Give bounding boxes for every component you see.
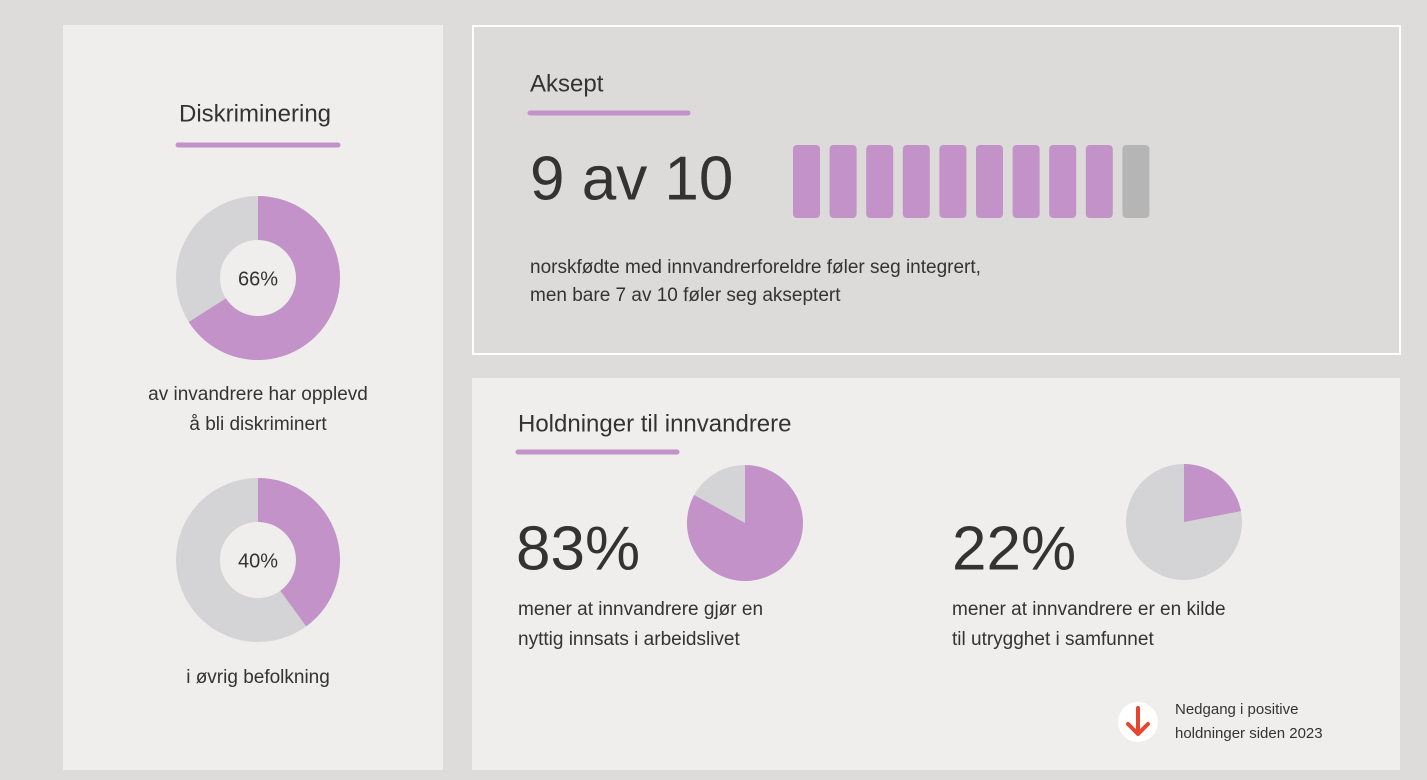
pictogram-bar bbox=[866, 145, 894, 218]
pie-segment bbox=[1184, 464, 1241, 522]
pictogram-bar bbox=[1012, 145, 1040, 218]
caption: å bli diskriminert bbox=[189, 414, 327, 435]
pictogram-bar bbox=[1085, 145, 1113, 218]
pictogram-bar bbox=[939, 145, 967, 218]
note-text: Nedgang i positive bbox=[1175, 701, 1298, 718]
section-title: Diskriminering bbox=[179, 100, 331, 127]
pictogram-bar bbox=[902, 145, 930, 218]
pie-value-label: 83% bbox=[516, 514, 640, 583]
donut-segment bbox=[258, 478, 341, 627]
caption: norskfødte med innvandrerforeldre føler … bbox=[530, 257, 981, 278]
donut-segment bbox=[188, 196, 340, 361]
pictogram-value-label: 9 av 10 bbox=[530, 144, 733, 213]
pictogram-bar bbox=[829, 145, 857, 218]
caption: i øvrig befolkning bbox=[186, 667, 330, 688]
caption: nyttig innsats i arbeidslivet bbox=[518, 629, 740, 650]
caption: mener at innvandrere er en kilde bbox=[952, 599, 1226, 620]
panel-left bbox=[63, 25, 443, 770]
section-title: Aksept bbox=[530, 70, 604, 97]
section-title: Holdninger til innvandrere bbox=[518, 410, 792, 437]
pie-value-label: 22% bbox=[952, 514, 1076, 583]
panel-aksept bbox=[472, 25, 1401, 355]
pie-segment bbox=[687, 465, 803, 582]
donut-value-label: 66% bbox=[238, 268, 278, 290]
caption: mener at innvandrere gjør en bbox=[518, 599, 763, 620]
pictogram-bar bbox=[976, 145, 1003, 218]
caption: men bare 7 av 10 føler seg akseptert bbox=[530, 285, 841, 306]
note-arrow bbox=[1126, 706, 1150, 736]
note-text: holdninger siden 2023 bbox=[1175, 725, 1323, 742]
panel-holdninger bbox=[472, 378, 1400, 770]
pictogram-bar bbox=[1049, 145, 1077, 218]
pictogram-bar bbox=[1122, 145, 1150, 218]
caption: av invandrere har opplevd bbox=[148, 384, 368, 405]
donut-value-label: 40% bbox=[238, 550, 278, 572]
caption: til utrygghet i samfunnet bbox=[952, 629, 1154, 650]
pictogram-bar bbox=[793, 145, 820, 218]
